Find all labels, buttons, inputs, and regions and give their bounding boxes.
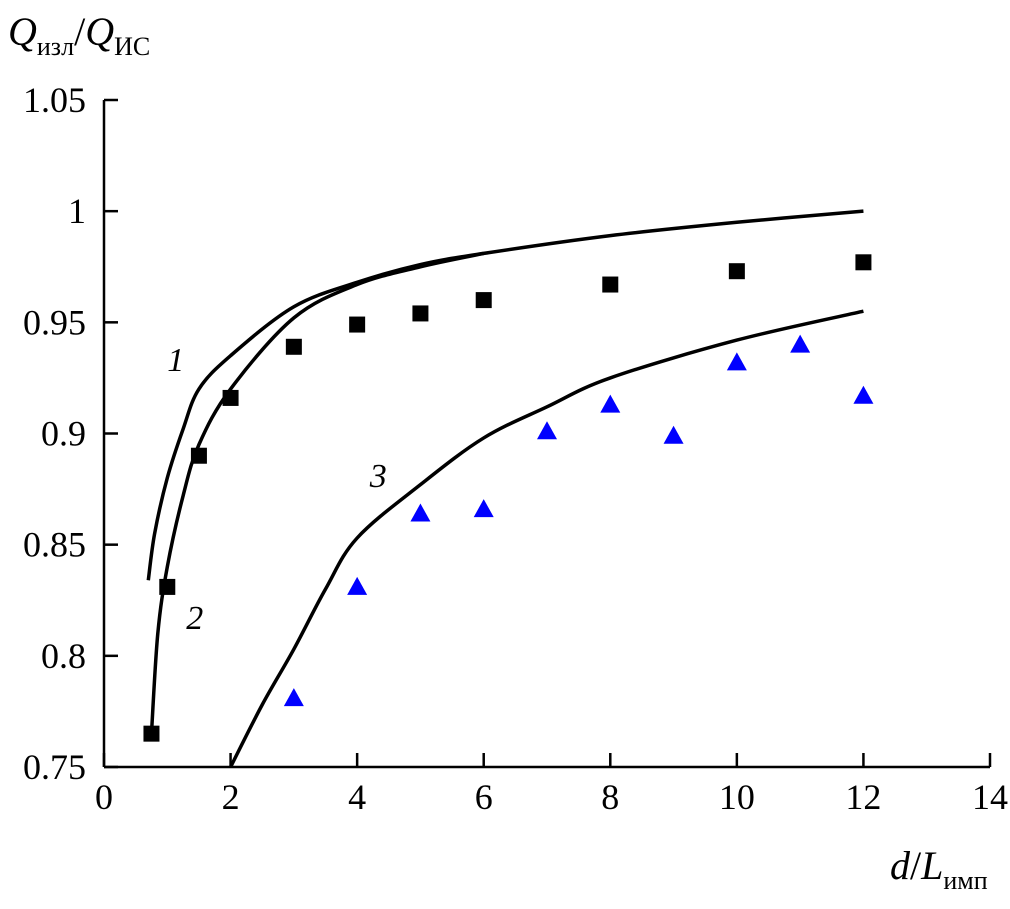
triangle-point — [663, 425, 684, 444]
y-tick-label: 0.95 — [23, 302, 86, 342]
square-point — [855, 254, 872, 271]
triangle-point — [347, 576, 368, 595]
x-tick-label: 10 — [719, 777, 755, 817]
x-label-sub: имп — [943, 866, 988, 895]
x-label-sep: / — [910, 843, 922, 888]
y-tick-label: 0.75 — [23, 747, 86, 787]
curve-2 — [149, 251, 485, 734]
y-label-sub2: ИС — [114, 32, 151, 61]
x-label-d: d — [890, 843, 910, 888]
x-tick-label: 8 — [601, 777, 619, 817]
curve-label-1: 1 — [167, 342, 184, 379]
square-point — [143, 725, 160, 742]
x-tick-label: 12 — [845, 777, 881, 817]
square-point — [349, 316, 366, 333]
curve-label-2: 2 — [186, 600, 203, 637]
triangle-point — [726, 352, 747, 371]
y-tick-label: 1 — [68, 191, 86, 231]
x-tick-label: 0 — [95, 777, 113, 817]
triangle-point — [853, 385, 874, 404]
curve-3 — [229, 309, 864, 768]
square-point — [412, 305, 429, 322]
triangle-point — [537, 421, 557, 440]
x-tick-label: 6 — [475, 777, 493, 817]
y-label-q2: Q — [85, 9, 115, 54]
y-label-sep: / — [74, 9, 86, 54]
triangle-point — [600, 394, 621, 413]
square-point — [190, 447, 207, 464]
y-axis-label: Qизл/QИС — [8, 8, 150, 61]
x-label-l: L — [921, 843, 944, 888]
square-point — [475, 292, 492, 309]
x-tick-label: 2 — [222, 777, 240, 817]
y-tick-label: 0.8 — [41, 636, 86, 676]
triangle-point — [790, 334, 811, 353]
x-tick-label: 14 — [972, 777, 1008, 817]
y-tick-label: 0.9 — [41, 414, 86, 454]
triangle-point — [473, 499, 494, 518]
x-axis-label: d/Lимп — [890, 842, 988, 895]
curve-label-3: 3 — [369, 458, 387, 495]
y-label-sub1: изл — [36, 32, 75, 61]
x-tick-label: 4 — [348, 777, 366, 817]
y-label-q1: Q — [8, 9, 37, 54]
triangle-point — [283, 688, 304, 707]
square-point — [159, 578, 176, 595]
square-point — [285, 338, 302, 355]
curve-1 — [146, 209, 864, 581]
square-point — [602, 276, 619, 293]
triangle-point — [410, 503, 431, 522]
y-tick-label: 0.85 — [23, 525, 86, 565]
y-tick-label: 1.05 — [23, 80, 86, 120]
square-point — [728, 263, 745, 280]
square-point — [222, 389, 239, 406]
